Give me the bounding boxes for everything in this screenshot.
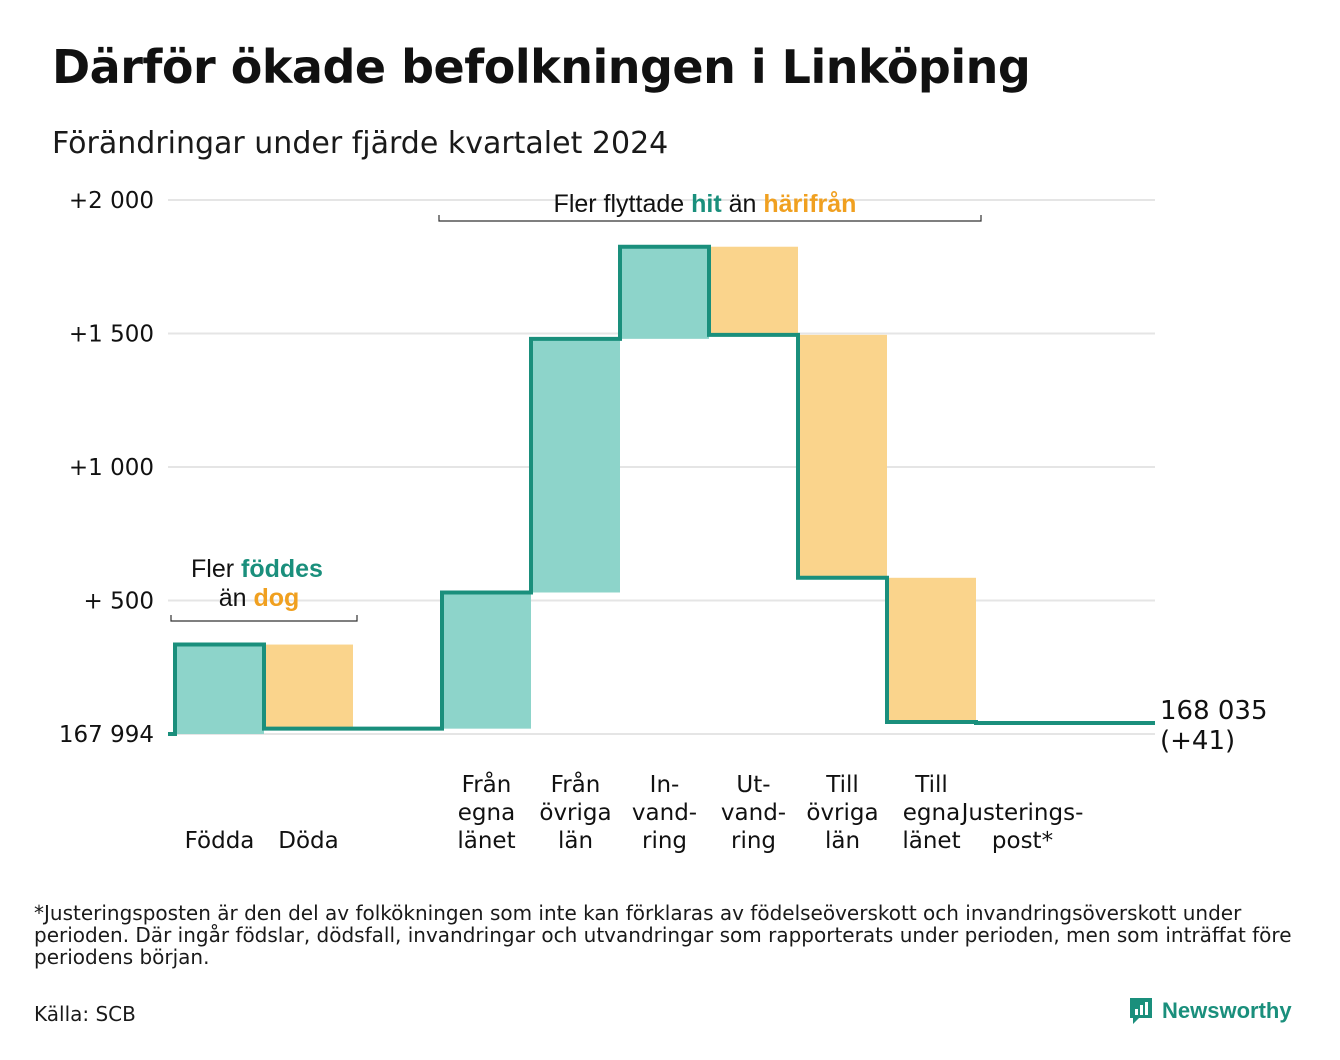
category-label: In-	[650, 772, 680, 798]
category-label: Till	[914, 772, 948, 798]
baseline-label: 167 994	[59, 722, 154, 748]
annotation-migration: Fler flyttade hit än härifrån	[554, 190, 857, 218]
end-value-label: (+41)	[1160, 726, 1235, 756]
y-tick-label: +2 000	[69, 188, 154, 214]
bar-fran-egna	[442, 592, 531, 729]
footnote: *Justeringsposten är den del av folkökni…	[34, 901, 1292, 969]
category-label: ring	[642, 828, 687, 854]
category-label: Från	[551, 770, 601, 798]
category-label: post*	[992, 828, 1053, 854]
source-note: Källa: SCB	[34, 1002, 136, 1026]
category-label: vand-	[721, 800, 786, 826]
bar-till-ovriga	[798, 334, 887, 578]
annotation-birth-bracket	[170, 615, 358, 622]
bar-invandring	[620, 246, 709, 339]
chart-title: Därför ökade befolkningen i Linköping	[52, 40, 1031, 94]
y-tick-label: +1 000	[69, 455, 154, 481]
category-label: ring	[731, 828, 776, 854]
category-label: egna	[903, 800, 960, 826]
annotation-birth-line1: Fler föddes	[191, 555, 323, 583]
category-label: övriga	[539, 800, 611, 826]
brand: Newsworthy	[1128, 996, 1292, 1026]
category-label: Justerings-	[960, 800, 1084, 826]
y-tick-label: + 500	[84, 589, 154, 615]
annotation-migration-bracket	[438, 215, 982, 222]
category-label: län	[558, 828, 593, 854]
category-label: Ut-	[736, 772, 770, 798]
bar-utvandring	[709, 246, 798, 335]
category-label: länet	[457, 828, 515, 854]
waterfall-chart: + 500 +1 000 +1 500 +2 000 167 994 Födda Döda F…	[59, 188, 1268, 854]
bar-fran-ovriga	[531, 338, 620, 593]
category-label: länet	[902, 828, 960, 854]
bar-till-egna	[887, 577, 976, 722]
bar-doda	[264, 644, 353, 729]
category-label: Från	[462, 770, 512, 798]
annotation-birth-line2: än dog	[219, 584, 300, 612]
newsworthy-logo-icon	[1130, 998, 1152, 1024]
category-label: övriga	[806, 800, 878, 826]
category-label: Döda	[278, 828, 338, 854]
category-label: vand-	[632, 800, 697, 826]
category-label: Till	[825, 772, 859, 798]
category-label: län	[825, 828, 860, 854]
brand-name: Newsworthy	[1162, 998, 1292, 1023]
category-label: egna	[458, 800, 515, 826]
cumulative-step-line	[168, 244, 1155, 736]
chart-subtitle: Förändringar under fjärde kvartalet 2024	[52, 126, 669, 161]
y-tick-label: +1 500	[69, 322, 154, 348]
category-label: Födda	[185, 828, 255, 854]
bar-fodda	[175, 644, 264, 734]
end-value-label: 168 035	[1160, 696, 1268, 726]
